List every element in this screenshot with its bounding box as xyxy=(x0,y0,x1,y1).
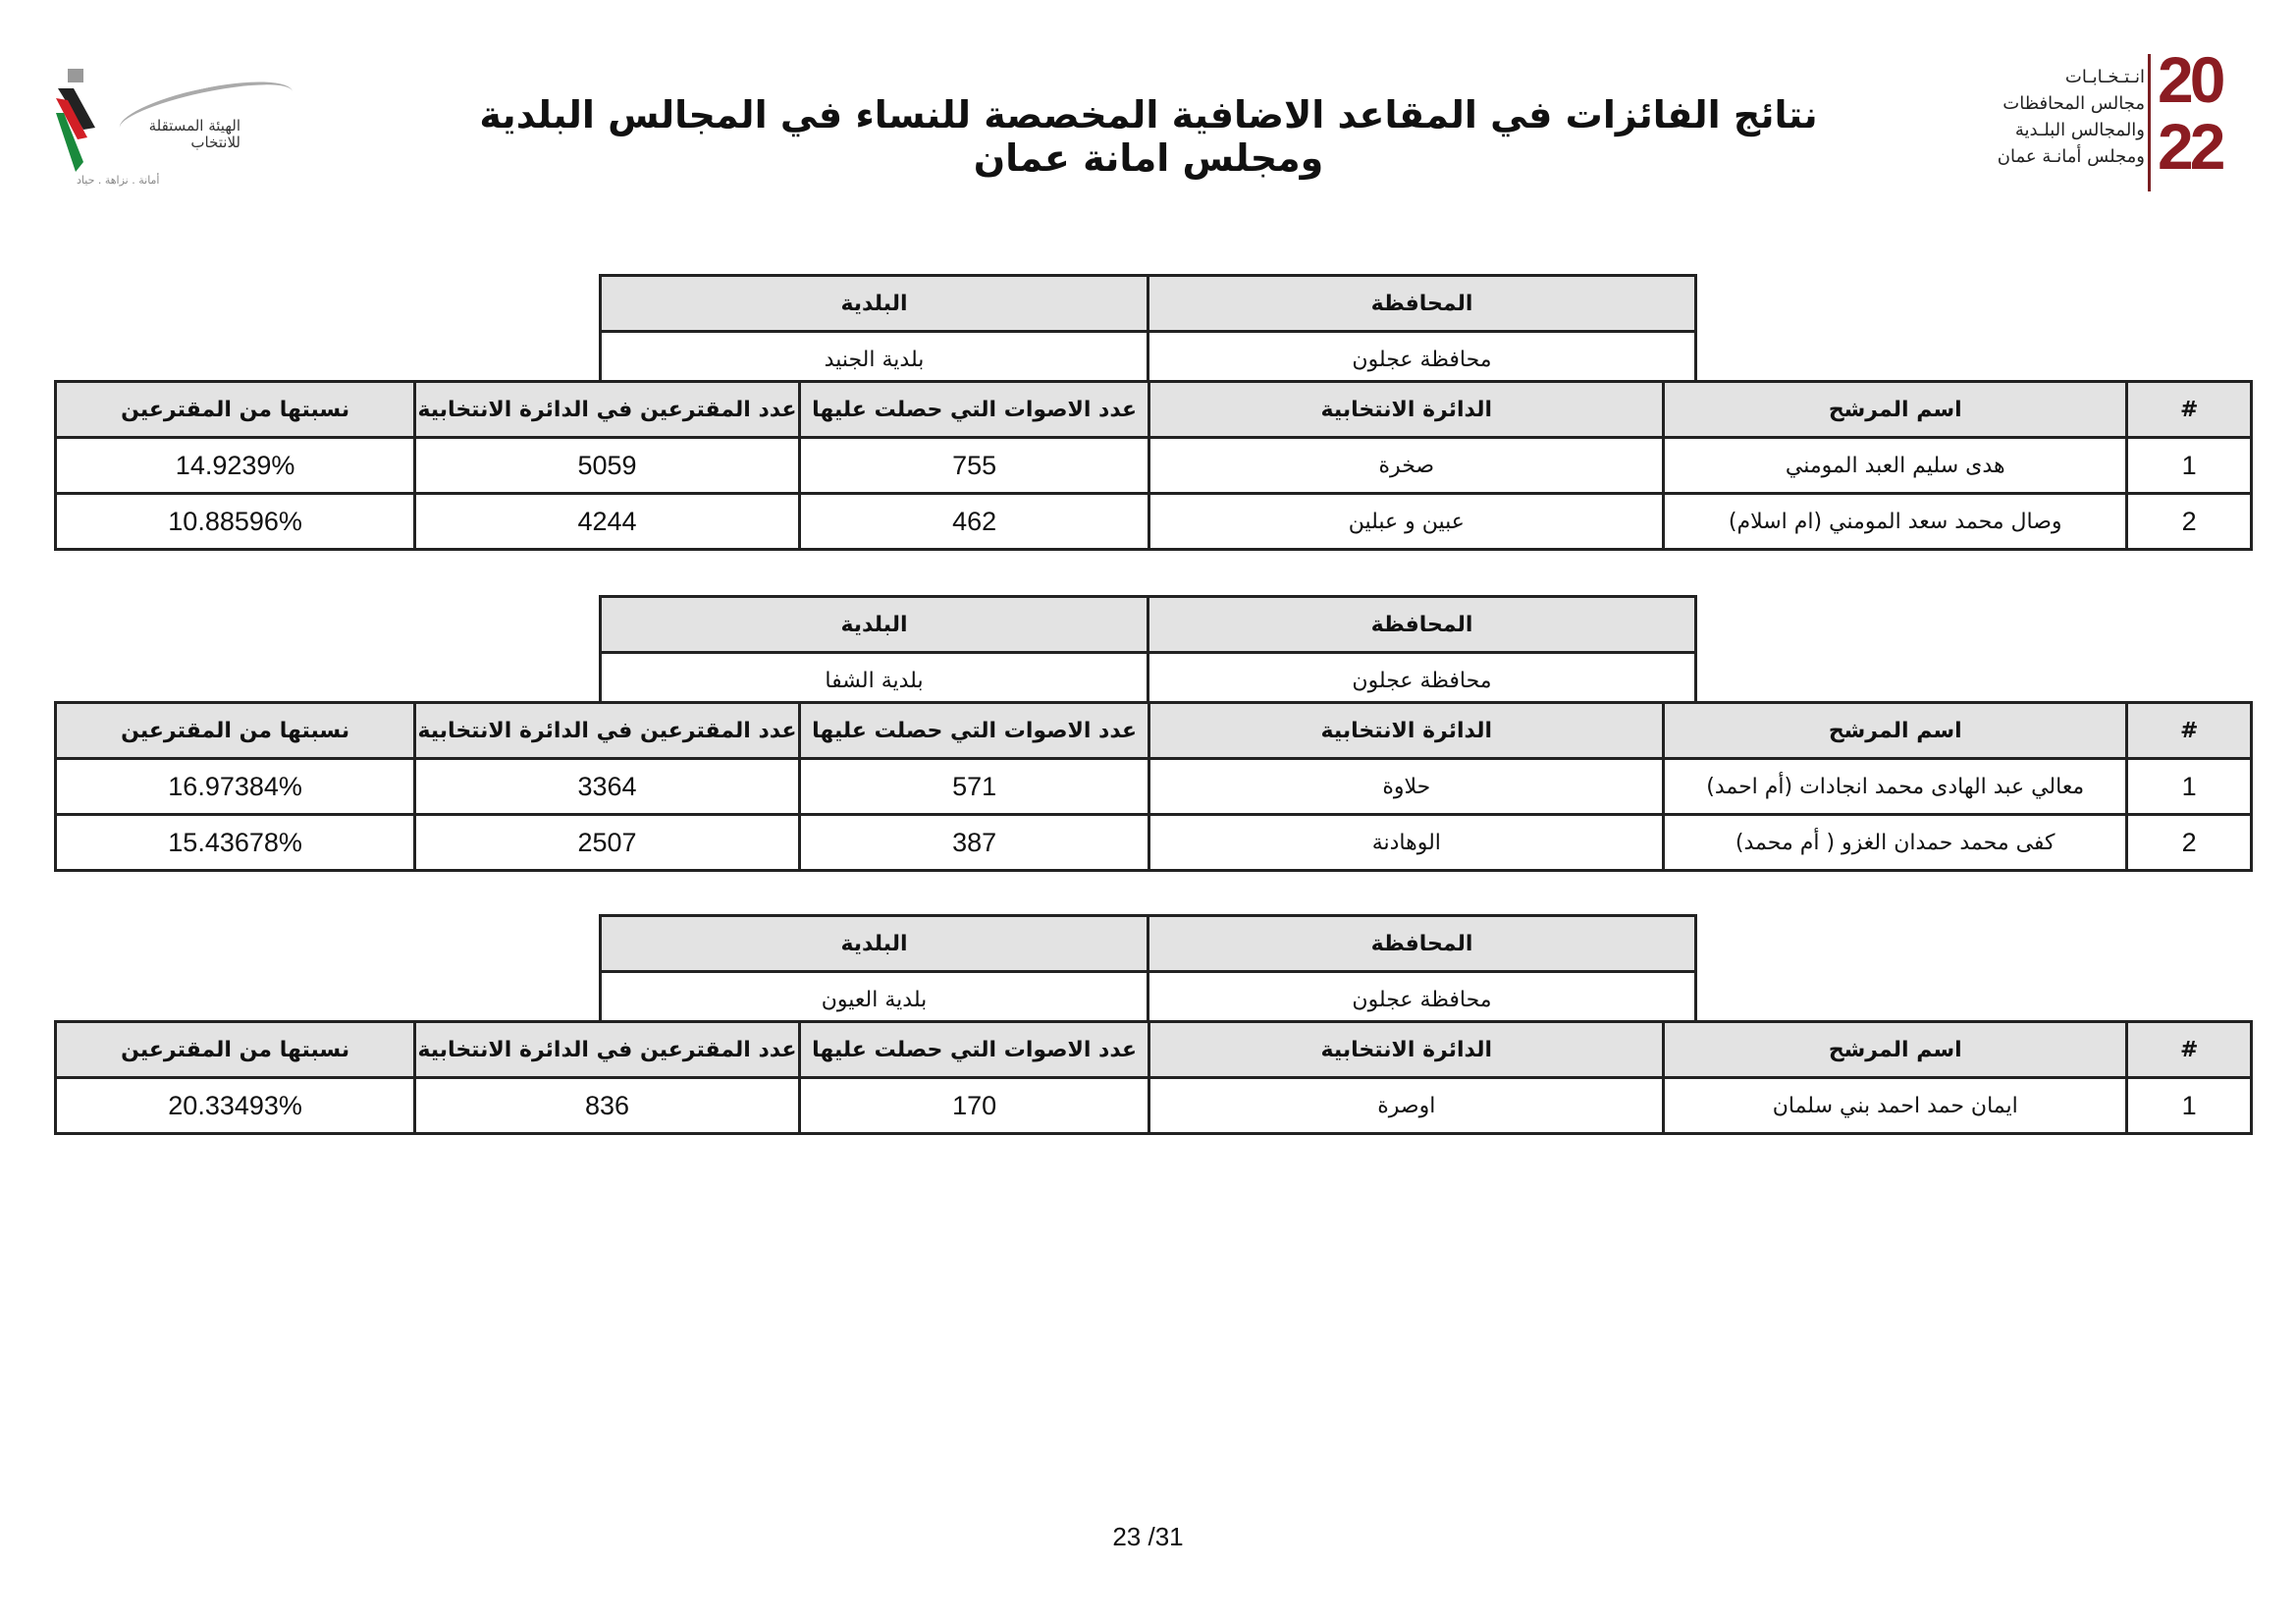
column-header-percentage: نسبتها من المقترعين xyxy=(53,701,417,760)
results-table: # اسم المرشح الدائرة الانتخابية عدد الاصوات… xyxy=(53,380,2253,551)
cell-district: صخرة xyxy=(1148,436,1666,495)
cell-row-number: 1 xyxy=(2125,757,2253,816)
municipality-value: بلدية الجنيد xyxy=(599,330,1149,389)
logo-divider xyxy=(2148,54,2151,191)
cell-district: حلاوة xyxy=(1148,757,1666,816)
cell-votes: 755 xyxy=(797,436,1151,495)
cell-votes: 387 xyxy=(797,813,1151,872)
column-header-percentage: نسبتها من المقترعين xyxy=(53,1020,417,1079)
cell-voters: 3364 xyxy=(413,757,801,816)
cell-row-number: 2 xyxy=(2125,492,2253,551)
cell-candidate-name: ايمان حمد احمد بني سلمان xyxy=(1662,1076,2129,1135)
location-table: المحافظة البلدية محافظة عجلون بلدية الجن… xyxy=(599,274,1697,389)
municipality-header: البلدية xyxy=(599,274,1149,333)
table-row: 2 كفى محمد حمدان الغزو ( أم محمد) الوهادنة… xyxy=(53,813,2253,872)
column-header-candidate-name: اسم المرشح xyxy=(1662,1020,2129,1079)
cell-district: الوهادنة xyxy=(1148,813,1666,872)
column-header-district: الدائرة الانتخابية xyxy=(1148,1020,1666,1079)
cell-percentage: 16.97384% xyxy=(53,757,417,816)
cell-votes: 571 xyxy=(797,757,1151,816)
column-header-votes: عدد الاصوات التي حصلت عليها xyxy=(797,380,1151,439)
jordan-flag-ribbon-icon xyxy=(56,69,95,172)
location-table: المحافظة البلدية محافظة عجلون بلدية العي… xyxy=(599,914,1697,1029)
logo-line: ومجلس أمانـة عمان xyxy=(1997,146,2145,167)
cell-votes: 170 xyxy=(797,1076,1151,1135)
column-header-district: الدائرة الانتخابية xyxy=(1148,701,1666,760)
cell-candidate-name: هدى سليم العبد المومني xyxy=(1662,436,2129,495)
governorate-header: المحافظة xyxy=(1147,914,1697,973)
column-header-row-number: # xyxy=(2125,380,2253,439)
page-title: نتائج الفائزات في المقاعد الاضافية المخص… xyxy=(479,93,1818,180)
table-row: 1 هدى سليم العبد المومني صخرة 755 5059 14.923… xyxy=(53,436,2253,495)
results-table: # اسم المرشح الدائرة الانتخابية عدد الاصوات… xyxy=(53,701,2253,872)
logo-text: انـتـخـابـات مجالس المحافظات والمجالس ال… xyxy=(1998,64,2145,170)
cell-voters: 5059 xyxy=(413,436,801,495)
column-header-voters: عدد المقترعين في الدائرة الانتخابية xyxy=(413,1020,801,1079)
governorate-value: محافظة عجلون xyxy=(1147,330,1697,389)
governorate-value: محافظة عجلون xyxy=(1147,651,1697,710)
cell-voters: 836 xyxy=(413,1076,801,1135)
column-header-voters: عدد المقترعين في الدائرة الانتخابية xyxy=(413,380,801,439)
cell-voters: 4244 xyxy=(413,492,801,551)
header-row: # اسم المرشح الدائرة الانتخابية عدد الاصوات… xyxy=(53,1020,2253,1079)
municipality-value: بلدية الشفا xyxy=(599,651,1149,710)
cell-candidate-name: كفى محمد حمدان الغزو ( أم محمد) xyxy=(1662,813,2129,872)
governorate-header: المحافظة xyxy=(1147,595,1697,654)
column-header-candidate-name: اسم المرشح xyxy=(1662,701,2129,760)
logo-motto: أمانة . نزاهة . حياد xyxy=(77,174,160,187)
cell-candidate-name: وصال محمد سعد المومني (ام اسلام) xyxy=(1662,492,2129,551)
logo-line: مجالس المحافظات xyxy=(2002,93,2145,114)
header-row: # اسم المرشح الدائرة الانتخابية عدد الاصوات… xyxy=(53,380,2253,439)
logo-year: 20 22 xyxy=(2158,43,2225,183)
header-row: # اسم المرشح الدائرة الانتخابية عدد الاصوات… xyxy=(53,701,2253,760)
cell-row-number: 1 xyxy=(2125,1076,2253,1135)
table-row: 1 معالي عبد الهادى محمد انجادات (أم احمد)… xyxy=(53,757,2253,816)
logo-line: انـتـخـابـات xyxy=(2064,67,2145,87)
cell-percentage: 10.88596% xyxy=(53,492,417,551)
governorate-value: محافظة عجلون xyxy=(1147,970,1697,1029)
cell-district: اوصرة xyxy=(1148,1076,1666,1135)
table-row: 1 ايمان حمد احمد بني سلمان اوصرة 170 836 20.3… xyxy=(53,1076,2253,1135)
cell-percentage: 20.33493% xyxy=(53,1076,417,1135)
cell-row-number: 2 xyxy=(2125,813,2253,872)
municipality-value: بلدية العيون xyxy=(599,970,1149,1029)
results-table: # اسم المرشح الدائرة الانتخابية عدد الاصوات… xyxy=(53,1020,2253,1135)
logo-line: والمجالس البلـدية xyxy=(2014,120,2145,140)
cell-voters: 2507 xyxy=(413,813,801,872)
column-header-row-number: # xyxy=(2125,701,2253,760)
iec-logo: الهيئة المستقلة للانتخاب أمانة . نزاهة .… xyxy=(49,54,297,191)
column-header-voters: عدد المقترعين في الدائرة الانتخابية xyxy=(413,701,801,760)
column-header-row-number: # xyxy=(2125,1020,2253,1079)
municipality-header: البلدية xyxy=(599,914,1149,973)
table-row: 2 وصال محمد سعد المومني (ام اسلام) عبين و … xyxy=(53,492,2253,551)
cell-district: عبين و عبلين xyxy=(1148,492,1666,551)
cell-candidate-name: معالي عبد الهادى محمد انجادات (أم احمد) xyxy=(1662,757,2129,816)
column-header-votes: عدد الاصوات التي حصلت عليها xyxy=(797,1020,1151,1079)
elections-2022-logo: انـتـخـابـات مجالس المحافظات والمجالس ال… xyxy=(1973,46,2253,191)
cell-percentage: 15.43678% xyxy=(53,813,417,872)
column-header-percentage: نسبتها من المقترعين xyxy=(53,380,417,439)
column-header-votes: عدد الاصوات التي حصلت عليها xyxy=(797,701,1151,760)
cell-row-number: 1 xyxy=(2125,436,2253,495)
column-header-district: الدائرة الانتخابية xyxy=(1148,380,1666,439)
cell-votes: 462 xyxy=(797,492,1151,551)
page-number: 23 /31 xyxy=(1112,1522,1184,1551)
cell-percentage: 14.9239% xyxy=(53,436,417,495)
logo-name: الهيئة المستقلة للانتخاب xyxy=(148,117,240,151)
governorate-header: المحافظة xyxy=(1147,274,1697,333)
column-header-candidate-name: اسم المرشح xyxy=(1662,380,2129,439)
location-table: المحافظة البلدية محافظة عجلون بلدية الشف… xyxy=(599,595,1697,710)
municipality-header: البلدية xyxy=(599,595,1149,654)
